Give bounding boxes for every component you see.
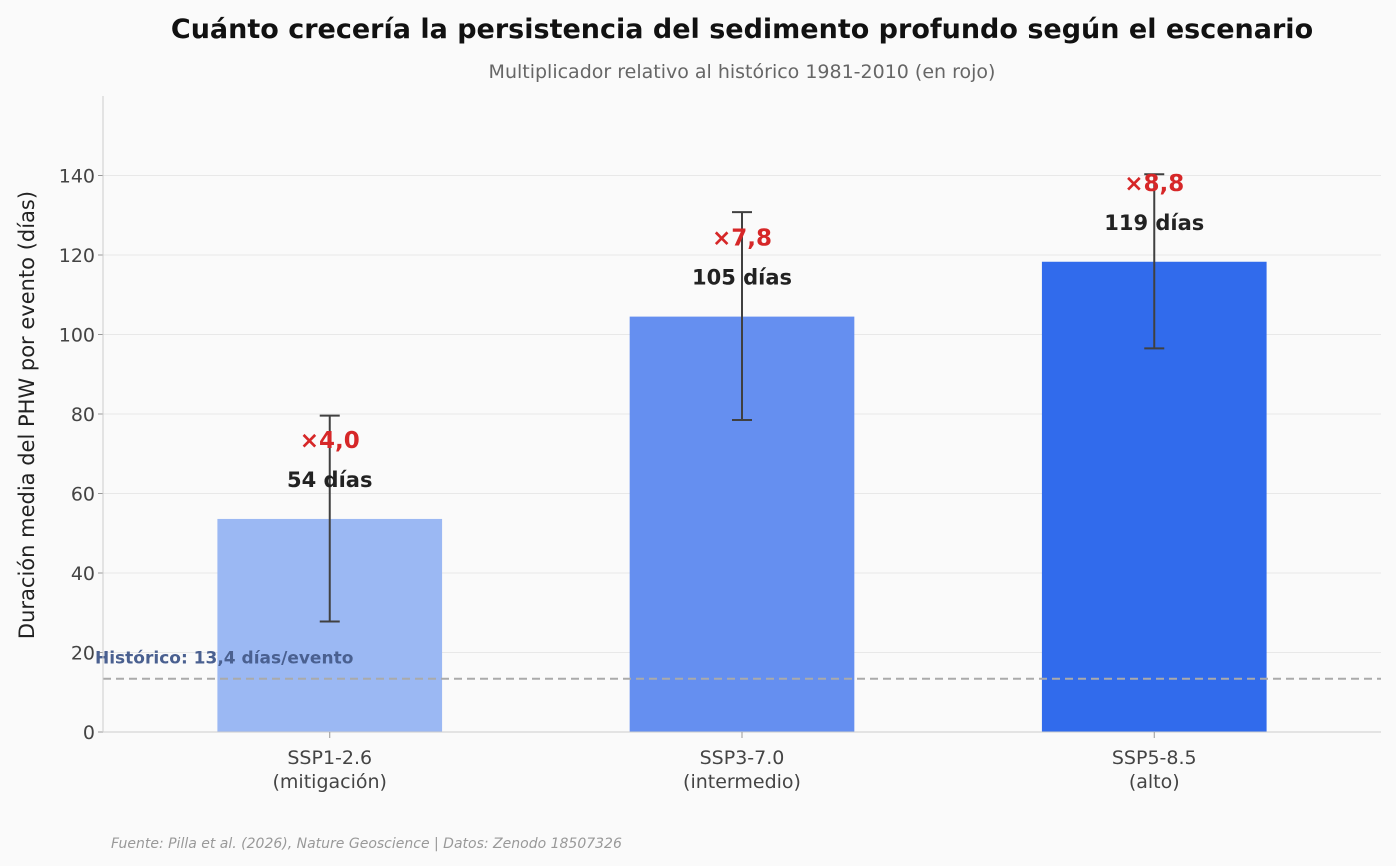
multiplier-label: ×4,0: [300, 428, 360, 454]
y-tick-label: 0: [83, 722, 95, 744]
y-tick-label: 140: [59, 166, 95, 188]
x-tick-sublabel: (intermedio): [683, 771, 801, 793]
chart-title: Cuánto crecería la persistencia del sedi…: [171, 14, 1313, 45]
x-tick-label: SSP3-7.0: [700, 747, 785, 769]
source-note: Fuente: Pilla et al. (2026), Nature Geos…: [111, 836, 622, 852]
y-tick-label: 80: [71, 404, 95, 426]
y-tick-label: 20: [71, 643, 95, 665]
x-tick-sublabel: (mitigación): [273, 771, 387, 793]
error-bars: [319, 173, 1165, 623]
value-label: 54 días: [287, 468, 372, 492]
y-axis-label: Duración media del PHW por evento (días): [15, 191, 39, 639]
value-label: 119 días: [1104, 211, 1204, 235]
x-axis-categories: SSP1-2.6(mitigación) SSP3-7.0(intermedio)…: [273, 732, 1197, 793]
historical-reference: Histórico: 13,4 días/evento: [95, 649, 1381, 680]
y-tick-label: 40: [71, 563, 95, 585]
data-labels: 54 días ×4,0 105 días ×7,8 119 días ×8,8: [287, 171, 1204, 492]
y-axis-ticks: 0 20 40 60 80 100 120 140: [59, 166, 103, 744]
multiplier-label: ×7,8: [712, 226, 772, 252]
y-tick-label: 60: [71, 484, 95, 506]
value-label: 105 días: [692, 266, 792, 290]
x-tick-sublabel: (alto): [1129, 771, 1180, 793]
chart-subtitle: Multiplicador relativo al histórico 1981…: [489, 61, 996, 83]
y-tick-label: 120: [59, 245, 95, 267]
x-tick-label: SSP5-8.5: [1112, 747, 1197, 769]
y-tick-label: 100: [59, 325, 95, 347]
historical-label: Histórico: 13,4 días/evento: [95, 649, 353, 669]
multiplier-label: ×8,8: [1124, 171, 1184, 197]
x-tick-label: SSP1-2.6: [287, 747, 372, 769]
